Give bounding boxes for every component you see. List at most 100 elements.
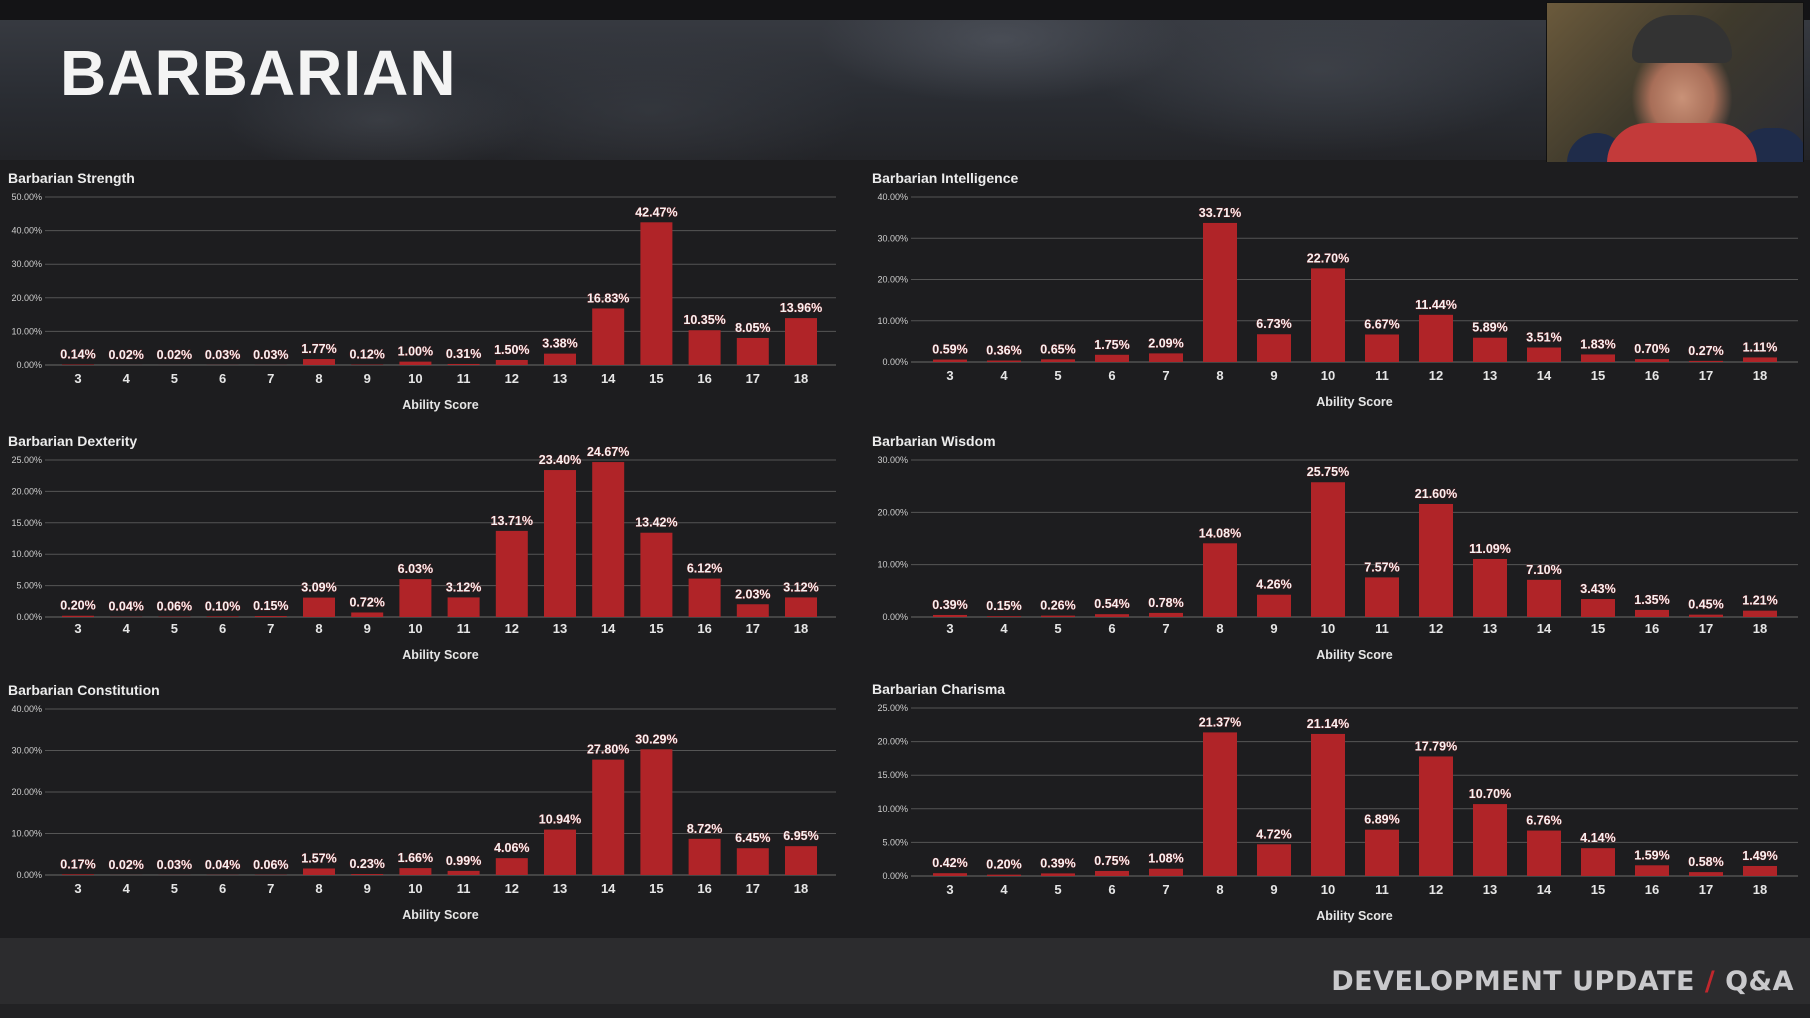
data-label: 33.71% (1199, 206, 1241, 220)
footer-right-text: Q&A (1725, 966, 1794, 997)
data-label: 27.80% (587, 743, 629, 757)
x-tick-label: 11 (457, 371, 471, 386)
y-tick-label: 15.00% (877, 770, 908, 780)
data-label: 24.67% (587, 445, 629, 459)
data-label: 0.17% (60, 857, 95, 871)
data-label: 0.04% (108, 600, 143, 614)
data-label: 10.94% (539, 813, 581, 827)
bar (1527, 830, 1561, 876)
x-axis-label: Ability Score (1316, 395, 1392, 409)
x-tick-label: 9 (1270, 368, 1277, 383)
bar (1041, 359, 1075, 362)
bar (987, 616, 1021, 617)
bar (1527, 579, 1561, 617)
x-tick-label: 14 (1537, 368, 1552, 383)
bar (640, 532, 673, 617)
data-label: 0.39% (932, 598, 967, 612)
x-tick-label: 13 (1483, 368, 1497, 383)
x-tick-label: 11 (457, 621, 471, 636)
x-tick-label: 8 (315, 621, 322, 636)
data-label: 42.47% (635, 205, 677, 219)
x-tick-label: 5 (1054, 621, 1061, 636)
y-tick-label: 5.00% (16, 581, 42, 591)
y-tick-label: 10.00% (877, 316, 908, 326)
bar (447, 363, 480, 365)
x-tick-label: 5 (171, 371, 178, 386)
bar (1203, 543, 1237, 617)
bar (495, 530, 528, 617)
data-label: 6.45% (735, 831, 770, 845)
bar (1257, 844, 1291, 876)
x-tick-label: 7 (1162, 621, 1169, 636)
y-tick-label: 20.00% (11, 486, 42, 496)
data-label: 0.72% (349, 595, 384, 609)
bar (785, 846, 817, 875)
data-label: 0.58% (1688, 855, 1723, 869)
bar (1635, 865, 1669, 876)
x-tick-label: 3 (946, 621, 953, 636)
bar (1743, 610, 1777, 617)
data-label: 0.06% (157, 600, 192, 614)
data-label: 1.50% (494, 343, 529, 357)
data-label: 1.08% (1148, 852, 1183, 866)
bar (1095, 354, 1129, 362)
data-label: 0.39% (1040, 856, 1075, 870)
bar (1419, 314, 1453, 362)
data-label: 0.02% (108, 348, 143, 362)
data-label: 6.89% (1364, 813, 1399, 827)
y-tick-label: 0.00% (16, 870, 42, 880)
y-tick-label: 40.00% (877, 192, 908, 202)
page-title: BARBARIAN (60, 37, 457, 109)
data-label: 2.03% (735, 587, 770, 601)
bar (399, 361, 432, 365)
data-label: 0.20% (60, 599, 95, 613)
bar (1473, 558, 1507, 617)
x-tick-label: 4 (1000, 621, 1008, 636)
data-label: 0.36% (986, 344, 1021, 358)
data-label: 0.31% (446, 347, 481, 361)
webcam-figure-cap (1632, 15, 1732, 63)
x-axis-label: Ability Score (1316, 909, 1392, 923)
data-label: 21.14% (1307, 717, 1349, 731)
x-tick-label: 3 (74, 371, 81, 386)
bar (1635, 359, 1669, 362)
y-tick-label: 0.00% (16, 612, 42, 622)
y-tick-label: 30.00% (11, 259, 42, 269)
bar (1311, 733, 1345, 876)
data-label: 11.44% (1415, 298, 1457, 312)
bar (1257, 594, 1291, 617)
x-tick-label: 9 (364, 621, 371, 636)
header-banner: BARBARIAN (0, 0, 1810, 160)
chart-title: Barbarian Strength (8, 170, 135, 186)
data-label: 1.35% (1634, 593, 1669, 607)
x-tick-label: 8 (1216, 882, 1223, 897)
data-label: 0.12% (349, 348, 384, 362)
bar (785, 597, 817, 617)
data-label: 1.00% (398, 345, 433, 359)
data-label: 3.51% (1526, 331, 1561, 345)
data-label: 0.54% (1094, 597, 1129, 611)
data-label: 1.21% (1742, 594, 1777, 608)
bar (1365, 334, 1399, 362)
data-label: 14.08% (1199, 526, 1241, 540)
bar (592, 759, 625, 875)
x-tick-label: 18 (1753, 368, 1767, 383)
bar (1149, 353, 1183, 362)
data-label: 2.09% (1148, 336, 1183, 350)
bar (495, 858, 528, 875)
data-label: 0.03% (253, 348, 288, 362)
bar (933, 873, 967, 876)
data-label: 1.49% (1742, 849, 1777, 863)
x-tick-label: 5 (171, 881, 178, 896)
x-tick-label: 17 (1699, 621, 1713, 636)
data-label: 0.26% (1040, 599, 1075, 613)
x-tick-label: 8 (315, 371, 322, 386)
bar (1743, 357, 1777, 362)
y-tick-label: 25.00% (11, 455, 42, 465)
x-tick-label: 3 (946, 368, 953, 383)
x-tick-label: 17 (746, 371, 760, 386)
chart-title: Barbarian Constitution (8, 682, 160, 698)
x-tick-label: 5 (171, 621, 178, 636)
data-label: 0.42% (932, 856, 967, 870)
chart-wisdom: Barbarian Wisdom 0.00% 10.00% 20.00% 30.00% 0… (872, 433, 1798, 662)
